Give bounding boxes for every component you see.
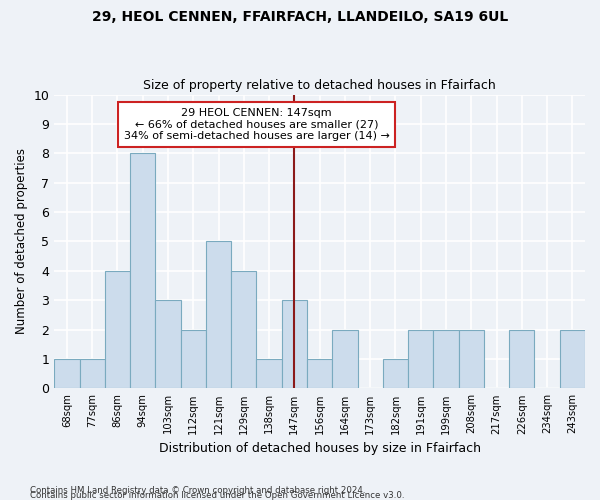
Bar xyxy=(80,359,105,388)
Bar xyxy=(105,271,130,388)
Bar xyxy=(155,300,181,388)
Bar xyxy=(54,359,80,388)
Text: Contains HM Land Registry data © Crown copyright and database right 2024.: Contains HM Land Registry data © Crown c… xyxy=(30,486,365,495)
Title: Size of property relative to detached houses in Ffairfach: Size of property relative to detached ho… xyxy=(143,79,496,92)
Bar xyxy=(130,154,155,388)
Bar xyxy=(307,359,332,388)
Bar xyxy=(256,359,282,388)
Bar xyxy=(231,271,256,388)
Bar xyxy=(509,330,535,388)
X-axis label: Distribution of detached houses by size in Ffairfach: Distribution of detached houses by size … xyxy=(158,442,481,455)
Bar xyxy=(560,330,585,388)
Bar xyxy=(332,330,358,388)
Bar xyxy=(383,359,408,388)
Text: 29, HEOL CENNEN, FFAIRFACH, LLANDEILO, SA19 6UL: 29, HEOL CENNEN, FFAIRFACH, LLANDEILO, S… xyxy=(92,10,508,24)
Bar xyxy=(282,300,307,388)
Bar xyxy=(206,242,231,388)
Text: 29 HEOL CENNEN: 147sqm
← 66% of detached houses are smaller (27)
34% of semi-det: 29 HEOL CENNEN: 147sqm ← 66% of detached… xyxy=(124,108,389,141)
Y-axis label: Number of detached properties: Number of detached properties xyxy=(15,148,28,334)
Bar xyxy=(408,330,433,388)
Bar xyxy=(458,330,484,388)
Bar xyxy=(433,330,458,388)
Bar xyxy=(181,330,206,388)
Text: Contains public sector information licensed under the Open Government Licence v3: Contains public sector information licen… xyxy=(30,491,404,500)
